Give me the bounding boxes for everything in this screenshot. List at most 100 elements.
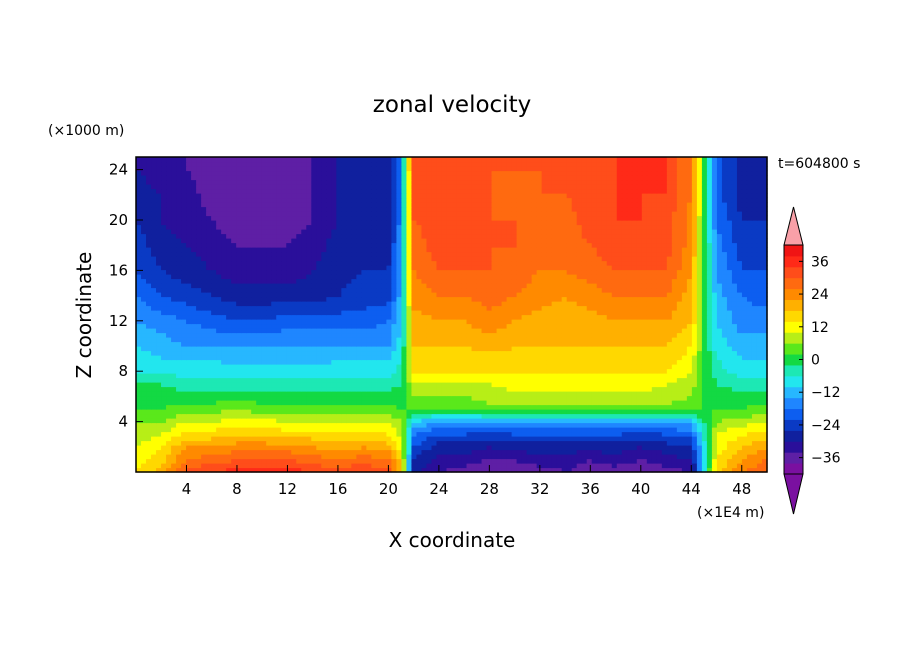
field-cell bbox=[606, 382, 613, 388]
field-cell bbox=[321, 427, 327, 433]
field-cell bbox=[761, 413, 768, 419]
field-cell bbox=[486, 323, 493, 329]
field-cell bbox=[741, 323, 748, 329]
field-cell bbox=[206, 463, 212, 469]
field-cell bbox=[626, 431, 633, 437]
field-cell bbox=[546, 301, 553, 307]
field-cell bbox=[226, 364, 232, 370]
field-cell bbox=[191, 440, 197, 446]
field-cell bbox=[736, 323, 743, 329]
field-cell bbox=[406, 431, 413, 437]
field-cell bbox=[466, 310, 473, 316]
field-cell bbox=[441, 409, 448, 415]
field-cell bbox=[416, 332, 423, 338]
field-cell bbox=[671, 377, 678, 383]
field-cell bbox=[601, 413, 608, 419]
field-cell bbox=[321, 445, 327, 451]
field-cell bbox=[541, 409, 548, 415]
field-cell bbox=[651, 400, 658, 406]
field-cell bbox=[576, 454, 583, 460]
field-cell bbox=[641, 359, 648, 365]
field-cell bbox=[716, 400, 723, 406]
field-cell bbox=[461, 467, 468, 473]
field-cell bbox=[571, 350, 578, 356]
field-cell bbox=[236, 337, 242, 343]
field-cell bbox=[236, 355, 242, 361]
field-cell bbox=[321, 449, 327, 455]
field-cell bbox=[571, 328, 578, 334]
field-cell bbox=[611, 458, 618, 464]
field-cell bbox=[331, 449, 337, 455]
field-cell bbox=[181, 292, 187, 298]
field-cell bbox=[181, 346, 187, 352]
field-cell bbox=[596, 413, 603, 419]
field-cell bbox=[416, 386, 423, 392]
field-cell bbox=[566, 395, 573, 401]
field-cell bbox=[221, 454, 227, 460]
field-cell bbox=[546, 323, 553, 329]
field-cell bbox=[261, 391, 267, 397]
field-cell bbox=[591, 305, 598, 311]
field-cell bbox=[361, 404, 367, 410]
field-cell bbox=[601, 467, 608, 473]
field-cell bbox=[296, 359, 302, 365]
field-cell bbox=[341, 305, 347, 311]
field-cell bbox=[146, 431, 152, 437]
field-cell bbox=[601, 395, 608, 401]
field-cell bbox=[146, 400, 152, 406]
field-cell bbox=[511, 346, 518, 352]
field-cell bbox=[421, 373, 428, 379]
field-cell bbox=[641, 454, 648, 460]
field-cell bbox=[376, 341, 382, 347]
field-cell bbox=[231, 355, 237, 361]
field-cell bbox=[481, 292, 488, 298]
field-cell bbox=[411, 355, 418, 361]
field-cell bbox=[506, 427, 513, 433]
field-cell bbox=[556, 413, 563, 419]
field-cell bbox=[561, 404, 568, 410]
field-cell bbox=[616, 319, 623, 325]
field-cell bbox=[286, 368, 292, 374]
field-cell bbox=[706, 332, 713, 338]
field-cell bbox=[446, 436, 453, 442]
field-cell bbox=[236, 323, 242, 329]
field-cell bbox=[636, 431, 643, 437]
field-cell bbox=[526, 436, 533, 442]
field-cell bbox=[241, 292, 247, 298]
field-cell bbox=[466, 328, 473, 334]
field-cell bbox=[726, 449, 733, 455]
field-cell bbox=[221, 359, 227, 365]
field-cell bbox=[391, 382, 398, 388]
field-cell bbox=[526, 323, 533, 329]
field-cell bbox=[221, 305, 227, 311]
field-cell bbox=[741, 467, 748, 473]
field-cell bbox=[756, 319, 763, 325]
field-cell bbox=[411, 427, 418, 433]
field-cell bbox=[151, 436, 157, 442]
field-cell bbox=[631, 458, 638, 464]
field-cell bbox=[346, 323, 352, 329]
field-cell bbox=[591, 440, 598, 446]
field-cell bbox=[576, 418, 583, 424]
field-cell bbox=[146, 301, 152, 307]
field-cell bbox=[391, 440, 398, 446]
field-cell bbox=[406, 355, 413, 361]
field-cell bbox=[721, 296, 728, 302]
field-cell bbox=[256, 377, 262, 383]
field-cell bbox=[296, 386, 302, 392]
field-cell bbox=[611, 440, 618, 446]
field-cell bbox=[256, 449, 262, 455]
field-cell bbox=[526, 296, 533, 302]
field-cell bbox=[526, 337, 533, 343]
field-cell bbox=[646, 350, 653, 356]
field-cell bbox=[376, 449, 382, 455]
field-cell bbox=[561, 332, 568, 338]
field-cell bbox=[351, 368, 357, 374]
field-cell bbox=[736, 355, 743, 361]
field-cell bbox=[471, 319, 478, 325]
field-cell bbox=[676, 404, 683, 410]
field-cell bbox=[666, 341, 673, 347]
field-cell bbox=[466, 449, 473, 455]
field-cell bbox=[171, 373, 177, 379]
field-cell bbox=[271, 368, 277, 374]
